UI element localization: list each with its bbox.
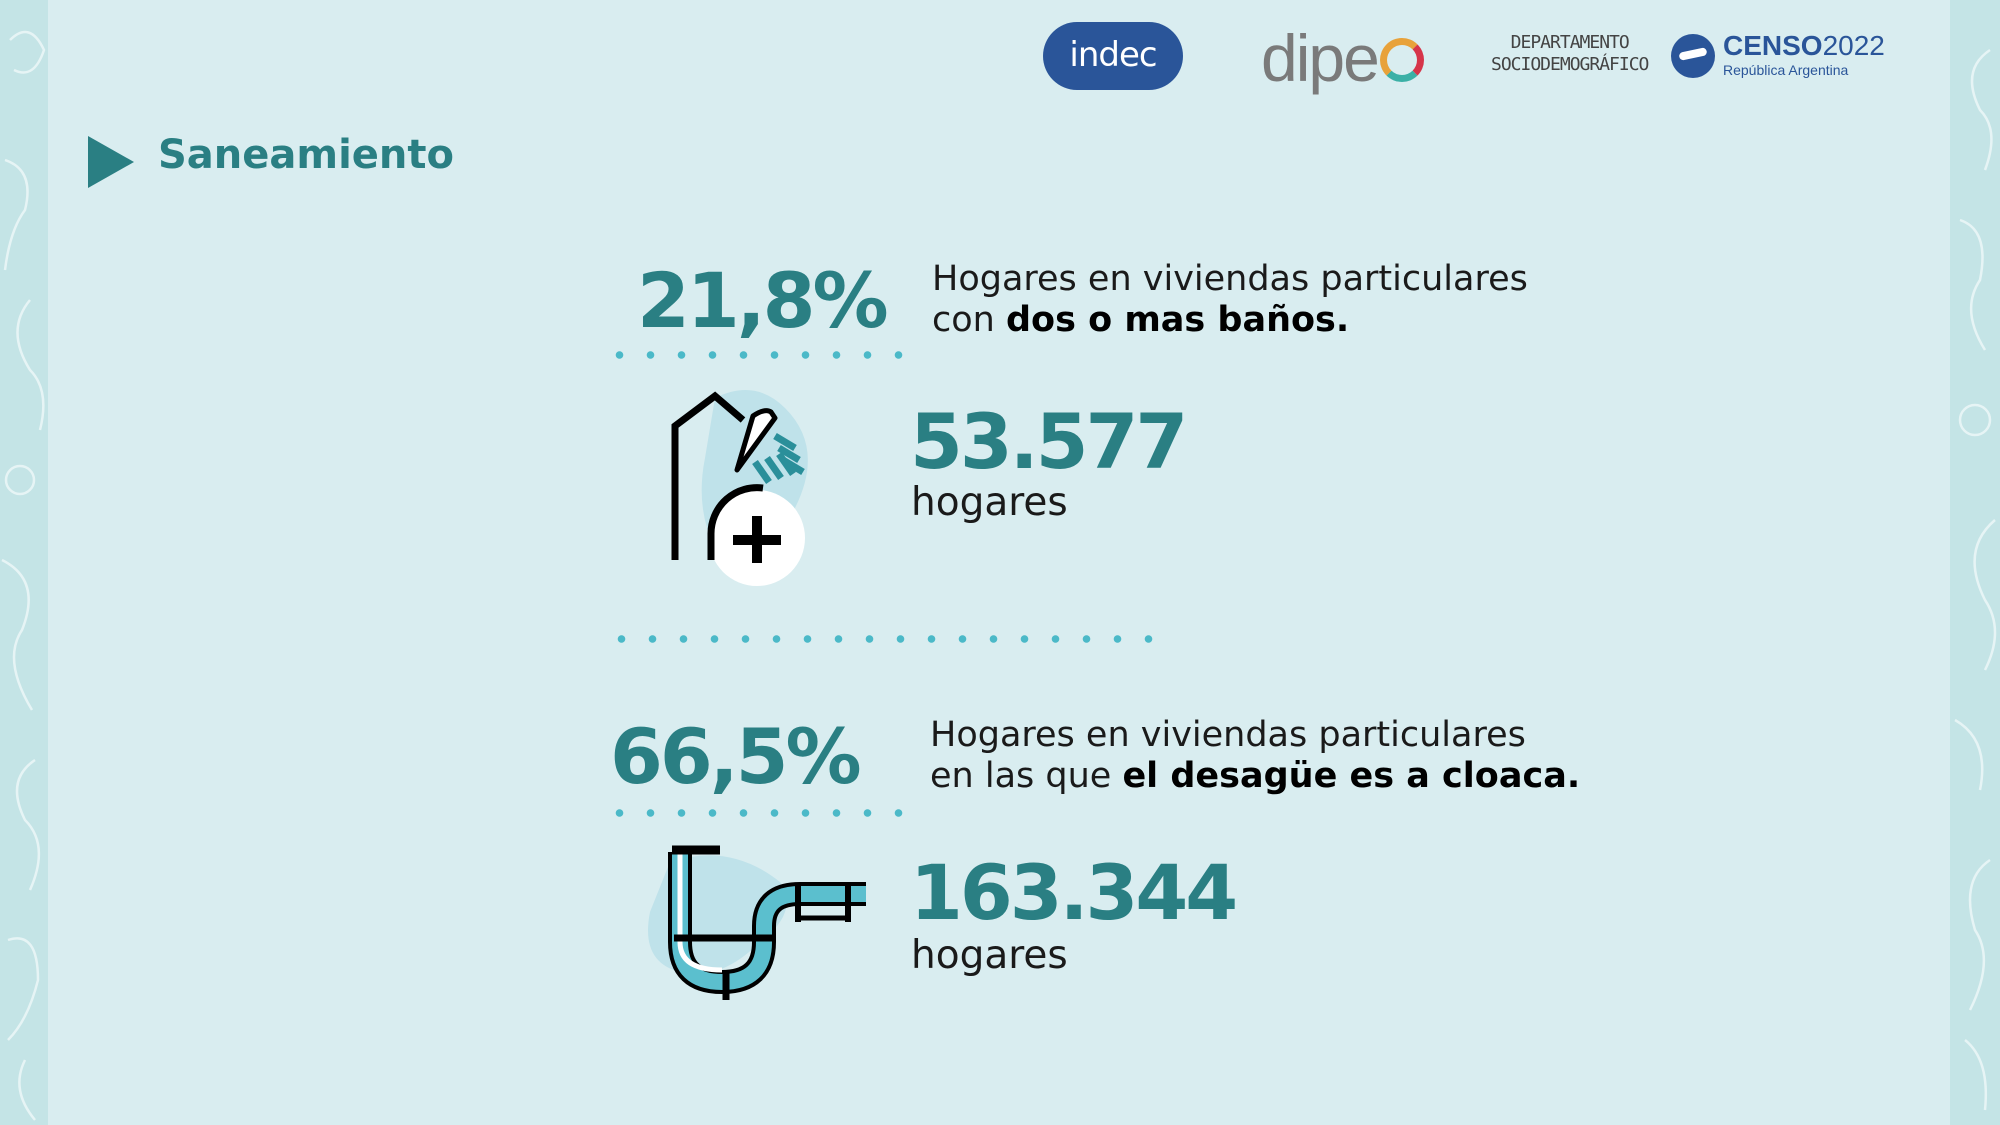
- stat-desc-line1: Hogares en viviendas particulares: [930, 715, 1526, 755]
- section-divider: [606, 635, 1154, 643]
- right-decorative-strip: [1950, 0, 2000, 1125]
- stat-count: 163.344: [910, 848, 1238, 937]
- dipec-logo: dipe: [1261, 20, 1424, 96]
- censo-globe-icon: [1671, 34, 1715, 78]
- stat-description: Hogares en viviendas particulares en las…: [930, 715, 1580, 797]
- stat-desc-plain: en las que: [930, 756, 1123, 796]
- logo-bar: indec dipe DEPARTAMENTO SOCIODEMOGRÁFICO…: [1043, 21, 1923, 95]
- stat-unit: hogares: [911, 933, 1068, 978]
- indec-logo: indec: [1043, 22, 1183, 90]
- stat-percent: 21,8%: [637, 256, 889, 345]
- play-arrow-icon: [88, 136, 134, 188]
- censo-subtitle: República Argentina: [1723, 62, 1849, 78]
- stat-desc-bold: dos o mas baños.: [1005, 300, 1350, 340]
- dipec-c-icon: [1379, 37, 1424, 82]
- face-line-art-icon: [1, 30, 46, 1121]
- censo-title: CENSO2022: [1723, 30, 1885, 62]
- stat-desc-bold: el desagüe es a cloaca.: [1122, 756, 1581, 796]
- stat-count: 53.577: [910, 397, 1188, 486]
- shower-plus-icon: [665, 378, 845, 602]
- page-title: Saneamiento: [158, 132, 454, 178]
- drain-pipe-icon: [640, 842, 870, 1006]
- left-decorative-strip: [0, 0, 48, 1125]
- dotted-divider: [604, 809, 904, 817]
- stat-percent: 66,5%: [610, 712, 862, 801]
- face-line-art-icon: [1954, 48, 1997, 1111]
- censo-bold: CENSO: [1723, 30, 1823, 61]
- depto-line2: SOCIODEMOGRÁFICO: [1491, 54, 1649, 75]
- stat-description: Hogares en viviendas particulares con do…: [932, 259, 1528, 341]
- stat-desc-plain: con: [932, 300, 1006, 340]
- stat-desc-line2: con dos o mas baños.: [932, 300, 1528, 341]
- depto-line1: DEPARTAMENTO: [1510, 32, 1630, 53]
- stat-unit: hogares: [911, 480, 1068, 525]
- dotted-divider: [604, 351, 904, 359]
- stat-desc-line2: en las que el desagüe es a cloaca.: [930, 756, 1580, 797]
- stat-desc-line1: Hogares en viviendas particulares: [932, 259, 1528, 299]
- departamento-sociodemografico-logo: DEPARTAMENTO SOCIODEMOGRÁFICO: [1491, 32, 1649, 76]
- dipec-logo-text: dipe: [1261, 21, 1380, 95]
- censo-year: 2022: [1822, 30, 1885, 61]
